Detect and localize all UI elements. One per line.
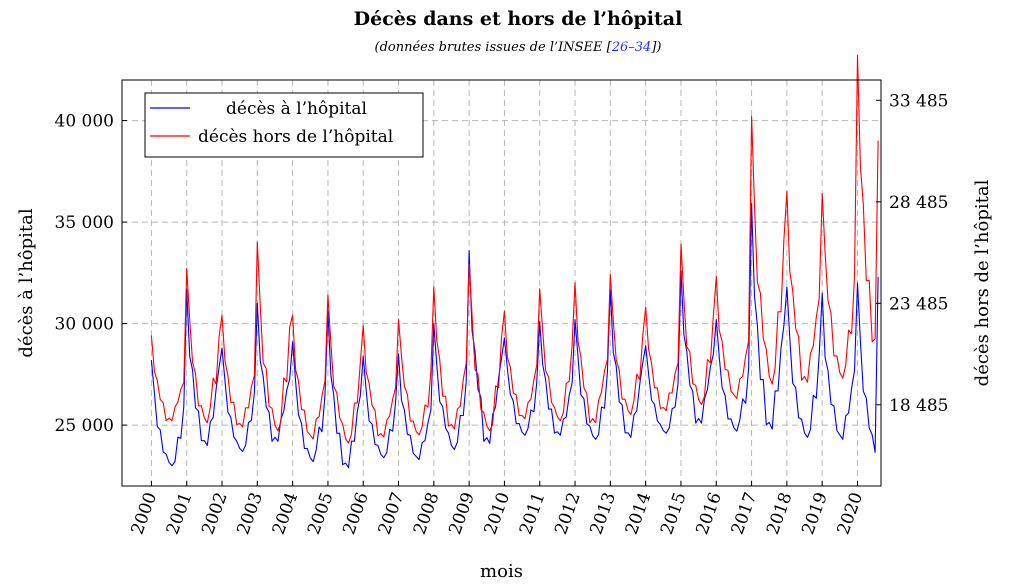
y-left-tick-label: 35 000 xyxy=(55,213,114,233)
y-right-tick-label: 18 485 xyxy=(889,396,948,416)
x-tick-label: 2018 xyxy=(763,490,797,537)
legend-entry-hors-hopital: décès hors de l’hôpital xyxy=(198,127,393,147)
x-axis-title: mois xyxy=(480,561,523,582)
y-left-tick-label: 25 000 xyxy=(55,416,114,436)
x-tick-label: 2011 xyxy=(516,490,550,537)
chart-subtitle: (données brutes issues de l’INSEE [26–34… xyxy=(0,40,1036,55)
series-line-hors-hopital xyxy=(150,54,879,444)
y-axis-left-title: décès à l’hôpital xyxy=(16,208,37,357)
x-tick-label: 2003 xyxy=(233,490,267,537)
chart-title: Décès dans et hors de l’hôpital xyxy=(353,8,683,30)
y-right-tick-label: 23 485 xyxy=(889,294,948,314)
series-layer xyxy=(150,54,879,469)
y-right-tick-label: 28 485 xyxy=(889,193,948,213)
x-tick-label: 2015 xyxy=(657,490,691,537)
tick-layer: 2000 2001 2002 2003 2004 2005 2006 2007 2008 2009… xyxy=(55,91,949,537)
x-tick-label: 2009 xyxy=(445,490,479,537)
y-axis-right-title: décès hors de l’hôpital xyxy=(972,179,993,386)
x-tick-label: 2019 xyxy=(798,490,832,537)
x-tick-label: 2004 xyxy=(269,490,303,537)
x-tick-label: 2006 xyxy=(339,490,373,537)
plot-frame xyxy=(121,79,882,487)
x-tick-label: 2001 xyxy=(163,490,197,537)
series-line-hopital xyxy=(150,203,879,469)
subtitle-reference-link[interactable]: 26–34 xyxy=(611,40,652,55)
x-tick-label: 2017 xyxy=(728,490,762,537)
x-tick-label: 2005 xyxy=(304,490,338,537)
x-tick-label: 2008 xyxy=(410,490,444,537)
x-tick-label: 2013 xyxy=(586,490,620,537)
x-tick-label: 2000 xyxy=(128,490,162,537)
x-tick-label: 2007 xyxy=(375,490,409,537)
legend-box xyxy=(144,92,424,158)
y-right-tick-label: 33 485 xyxy=(889,91,948,111)
y-left-tick-label: 30 000 xyxy=(55,315,114,335)
x-tick-label: 2002 xyxy=(198,490,232,537)
x-tick-label: 2010 xyxy=(481,490,515,537)
x-tick-label: 2014 xyxy=(622,490,656,537)
legend: décès à l’hôpital décès hors de l’hôpita… xyxy=(144,92,424,158)
legend-entry-hopital: décès à l’hôpital xyxy=(226,99,367,119)
subtitle-suffix: ]) xyxy=(651,40,662,55)
x-tick-label: 2016 xyxy=(692,490,726,537)
x-tick-label: 2012 xyxy=(551,490,585,537)
y-left-tick-label: 40 000 xyxy=(55,112,114,132)
x-tick-label: 2020 xyxy=(834,490,868,537)
subtitle-prefix: (données brutes issues de l’INSEE [ xyxy=(374,40,612,55)
